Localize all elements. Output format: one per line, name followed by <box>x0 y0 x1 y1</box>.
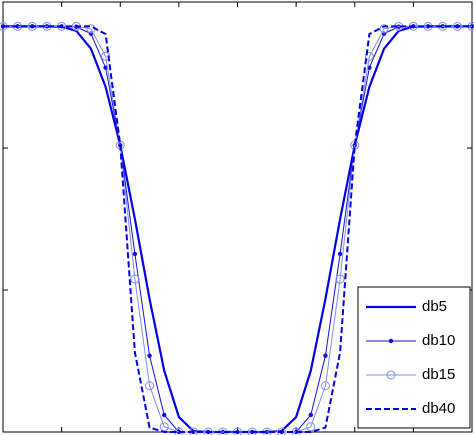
data-point <box>103 65 108 70</box>
data-point <box>132 251 138 257</box>
data-point <box>147 353 152 358</box>
series-line <box>3 25 472 433</box>
data-point <box>364 51 374 61</box>
data-point <box>159 422 169 432</box>
data-point <box>367 65 372 70</box>
data-point <box>335 274 345 284</box>
data-point <box>130 274 140 284</box>
legend-box <box>357 286 471 429</box>
data-point <box>27 21 37 31</box>
legend-marker <box>386 370 396 380</box>
data-point <box>306 422 316 432</box>
data-point <box>308 412 313 418</box>
legend-label: db40 <box>422 400 455 417</box>
data-point <box>452 21 462 31</box>
data-point <box>323 353 328 358</box>
data-point <box>0 24 6 29</box>
data-point <box>203 427 213 435</box>
legend-label: db15 <box>422 366 455 383</box>
legend-label: db10 <box>422 332 455 349</box>
legend-label: db5 <box>422 298 447 315</box>
data-point <box>337 251 343 257</box>
data-point <box>162 412 167 418</box>
data-point <box>320 381 330 391</box>
data-point <box>101 51 111 61</box>
data-point <box>145 381 155 391</box>
legend-marker <box>388 338 394 344</box>
data-point <box>276 427 286 435</box>
data-point <box>379 24 389 34</box>
